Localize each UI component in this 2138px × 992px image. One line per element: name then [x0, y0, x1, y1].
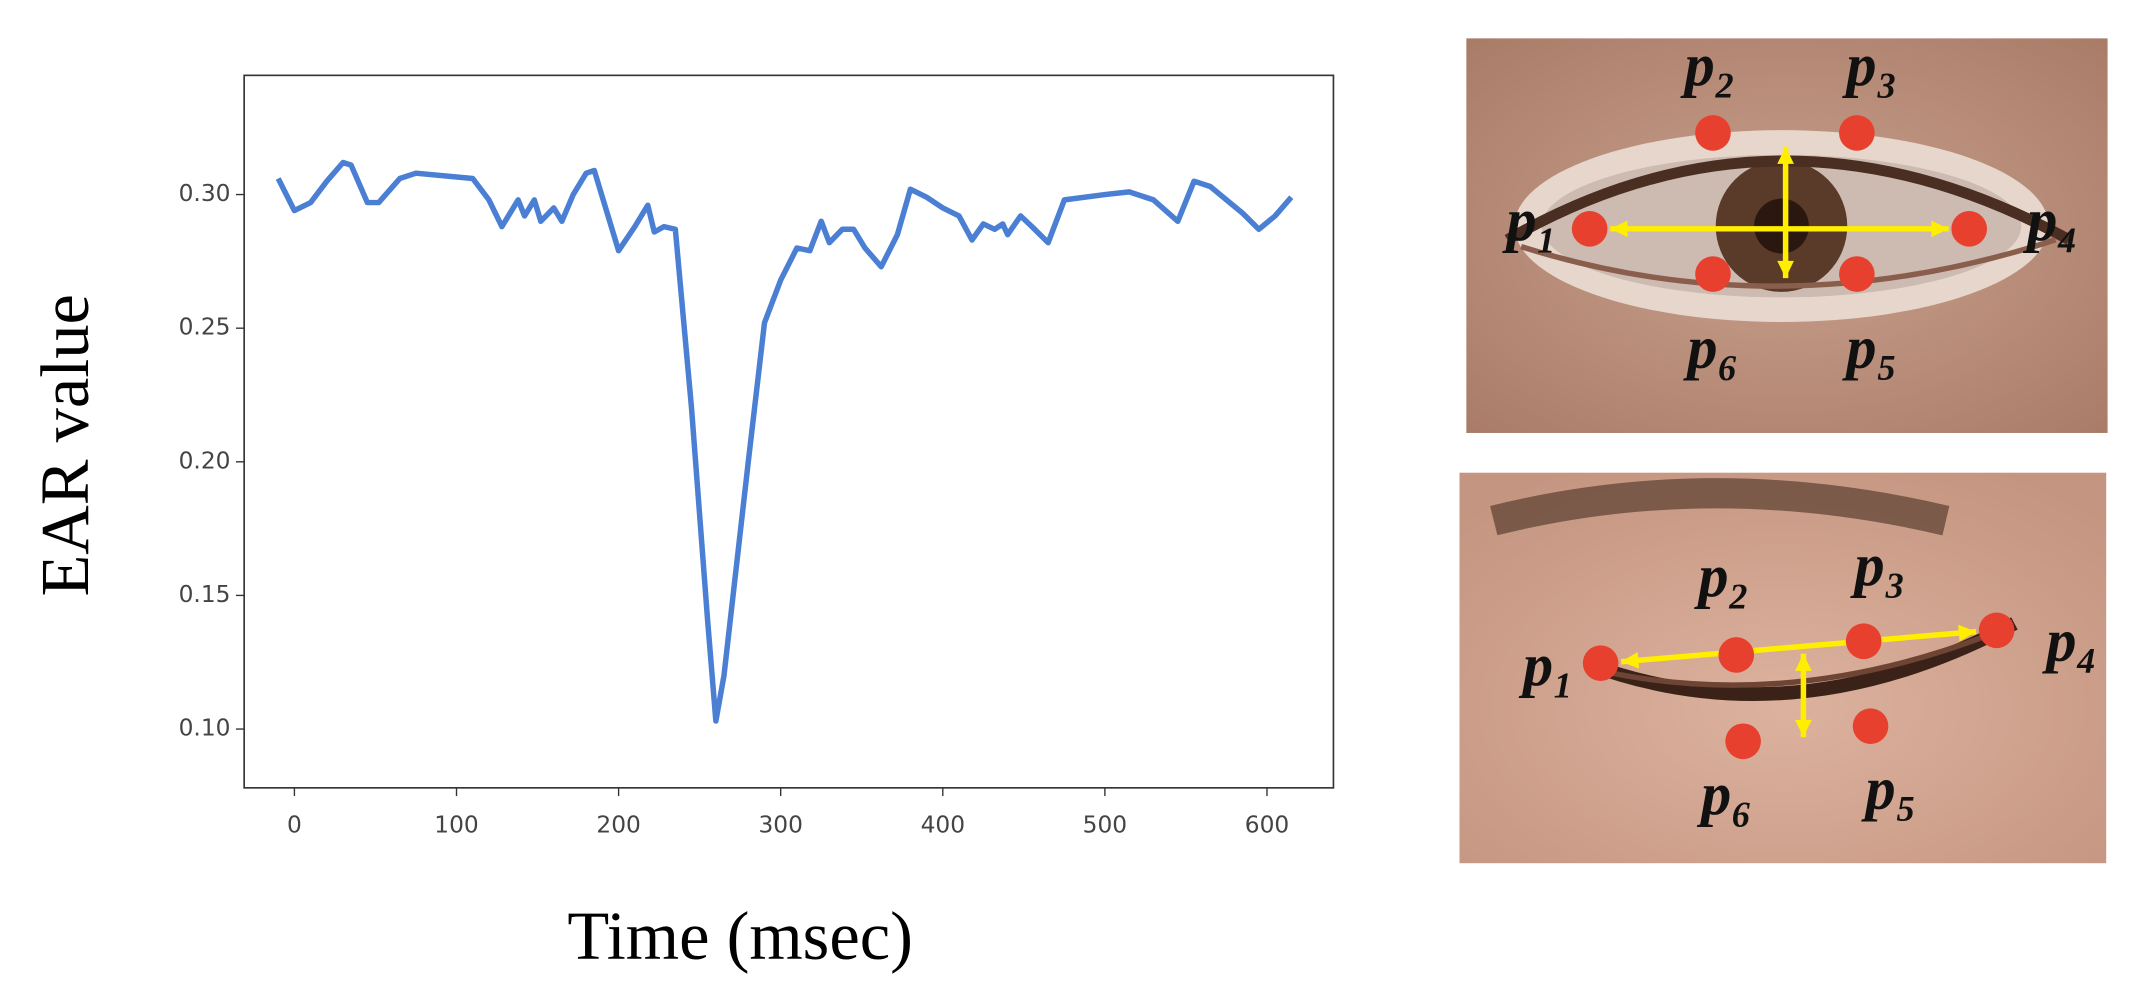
arrow-head — [1610, 220, 1628, 238]
x-axis-title: Time (msec) — [567, 898, 913, 974]
landmark-dot — [1951, 211, 1988, 247]
landmark-dot — [1695, 256, 1731, 292]
landmark-dot — [1695, 115, 1731, 151]
landmark-label: p₆ — [1682, 314, 1738, 381]
x-tick-label: 100 — [434, 812, 478, 839]
landmark-label: p₃ — [1850, 532, 1906, 599]
landmark-label: p₃ — [1841, 32, 1897, 99]
line-series — [275, 159, 1294, 724]
landmark-dot — [1725, 723, 1761, 760]
landmark-label: p₅ — [1841, 314, 1897, 381]
arrow-head — [1931, 220, 1949, 238]
arrow-head — [1777, 260, 1794, 279]
x-tick-label: 600 — [1245, 812, 1289, 839]
plot-frame — [243, 74, 1335, 789]
y-tick-label: 0.30 — [179, 180, 231, 207]
arrow-head — [1795, 719, 1812, 738]
landmark-dot — [1978, 612, 2015, 649]
arrow-head — [1795, 653, 1812, 671]
landmark-dot — [1582, 645, 1619, 681]
x-tick-label: 500 — [1083, 812, 1127, 839]
landmark-label: p₁ — [1502, 187, 1558, 254]
landmark-dot — [1852, 708, 1889, 744]
landmark-dot — [1839, 115, 1875, 151]
landmark-label: p₅ — [1861, 756, 1917, 823]
landmark-dot — [1839, 256, 1875, 292]
landmark-dot — [1718, 637, 1755, 673]
arrow-head — [1777, 146, 1794, 164]
y-tick-label: 0.10 — [179, 715, 231, 742]
y-tick-label: 0.20 — [179, 447, 231, 474]
landmark-dot — [1571, 211, 1608, 247]
landmark-label: p₆ — [1696, 761, 1752, 828]
x-tick-label: 200 — [596, 812, 640, 839]
landmark-label: p₂ — [1680, 32, 1736, 99]
x-tick-label: 400 — [921, 812, 965, 839]
landmark-label: p₄ — [2022, 187, 2078, 254]
y-tick-label: 0.15 — [179, 581, 231, 608]
x-tick-label: 300 — [758, 812, 802, 839]
landmark-label: p₄ — [2041, 608, 2097, 675]
landmark-label: p₂ — [1693, 543, 1749, 610]
y-tick-label: 0.25 — [179, 314, 231, 341]
y-axis-title: EAR value — [27, 294, 103, 596]
arrow-line — [1620, 628, 1977, 665]
x-tick-label: 0 — [287, 812, 302, 839]
arrow-head — [1958, 624, 1977, 642]
closed-eye-photo — [1459, 472, 2107, 864]
landmark-label: p₁ — [1518, 632, 1574, 699]
arrow-head — [1621, 652, 1640, 669]
landmark-dot — [1845, 623, 1882, 660]
